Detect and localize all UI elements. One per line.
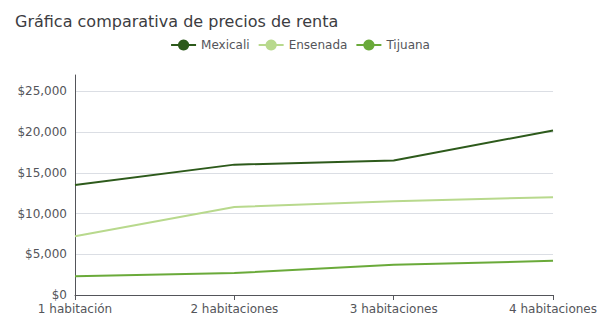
svg-text:$15,000: $15,000 xyxy=(17,166,67,180)
svg-text:$5,000: $5,000 xyxy=(25,247,67,261)
svg-text:$25,000: $25,000 xyxy=(17,84,67,98)
svg-text:Tijuana: Tijuana xyxy=(385,38,430,52)
svg-text:2 habitaciones: 2 habitaciones xyxy=(190,302,278,316)
svg-text:$10,000: $10,000 xyxy=(17,207,67,221)
svg-text:4 habitaciones: 4 habitaciones xyxy=(509,302,597,316)
svg-text:Gráfica comparativa de precios: Gráfica comparativa de precios de renta xyxy=(15,12,338,31)
svg-text:$0: $0 xyxy=(52,288,67,302)
svg-text:3 habitaciones: 3 habitaciones xyxy=(350,302,438,316)
svg-text:Mexicali: Mexicali xyxy=(201,38,250,52)
svg-text:1 habitación: 1 habitación xyxy=(38,302,112,316)
svg-text:Ensenada: Ensenada xyxy=(289,38,348,52)
svg-text:$20,000: $20,000 xyxy=(17,125,67,139)
